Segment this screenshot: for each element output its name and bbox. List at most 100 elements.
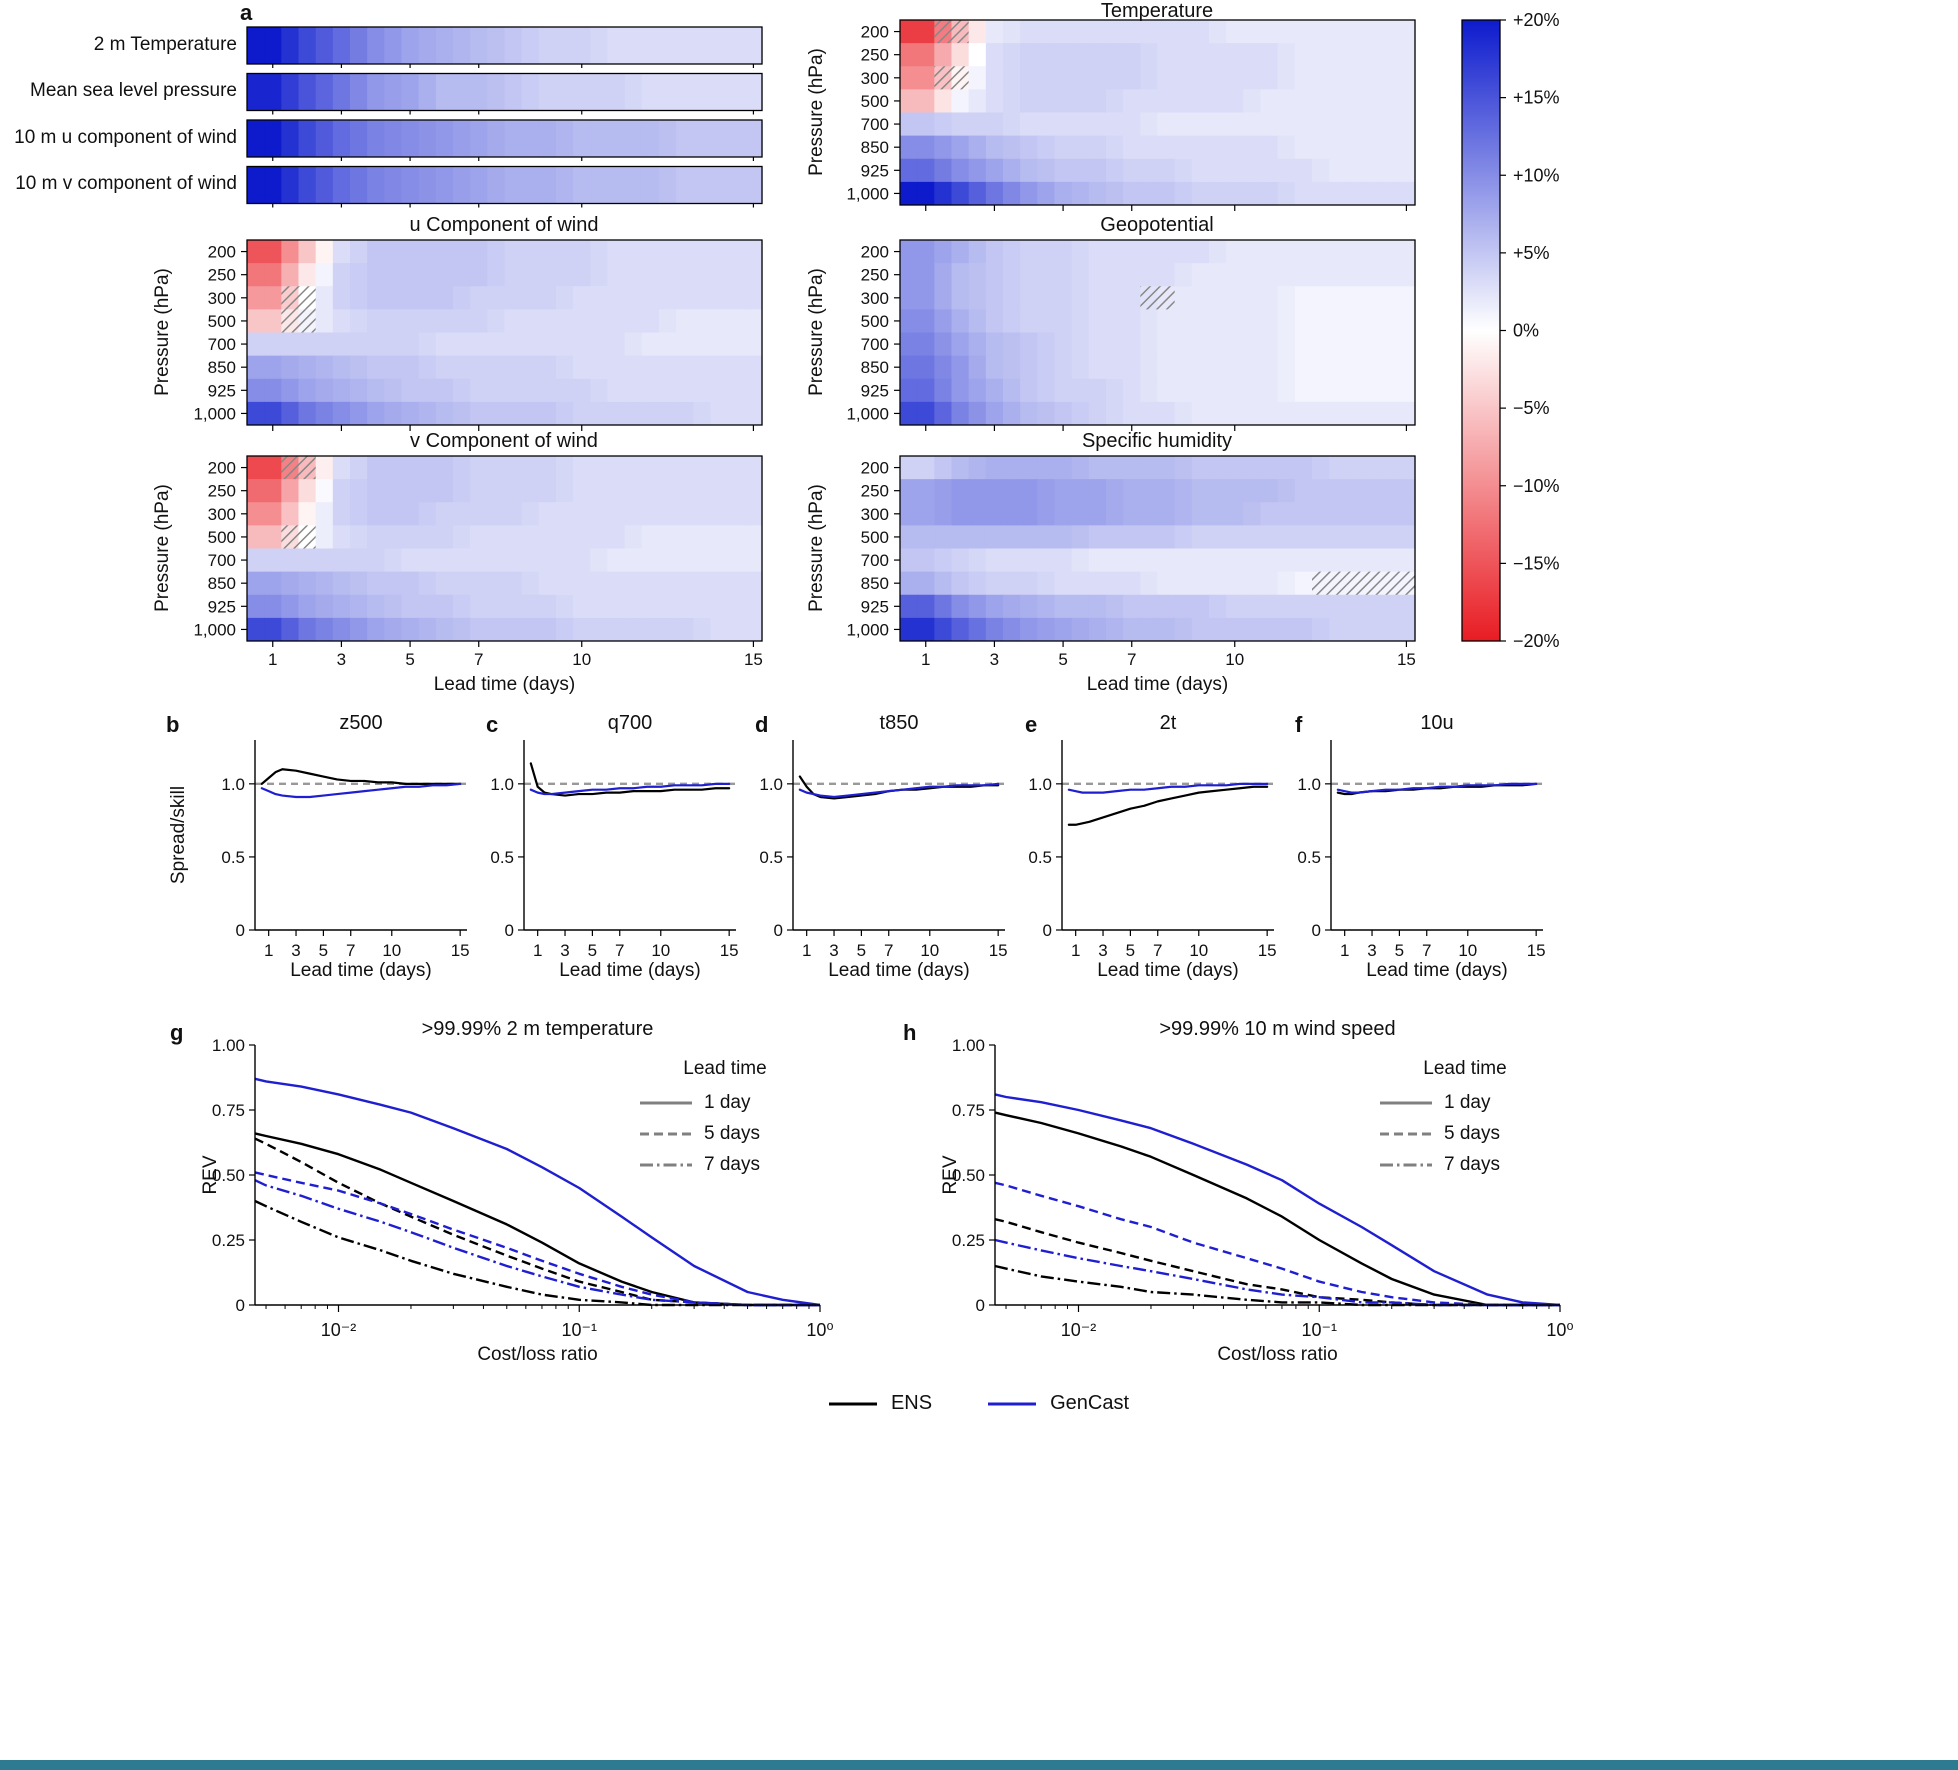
panel-label-a: a [240,0,253,25]
svg-text:5: 5 [857,941,866,960]
svg-text:850: 850 [861,574,889,593]
svg-text:−10%: −10% [1513,476,1560,496]
svg-text:925: 925 [861,161,889,180]
pressure-axis-label-v-wind: Pressure (hPa) [152,484,173,612]
panel-label-e: e [1025,712,1038,737]
svg-text:1: 1 [264,941,273,960]
panel-label-b: b [166,712,180,737]
svg-text:925: 925 [861,381,889,400]
panel-label-g: g [170,1020,184,1045]
legend-label-1day: 1 day [704,1092,751,1113]
model-legend: ENS GenCast [0,1392,1958,1415]
solid-line-swatch [1380,1101,1432,1105]
dashed-line-swatch [1380,1132,1432,1136]
svg-text:15: 15 [451,941,470,960]
svg-text:1: 1 [1071,941,1080,960]
svg-text:300: 300 [861,69,889,88]
svg-text:0: 0 [236,921,245,940]
svg-text:850: 850 [208,574,236,593]
heatmap-title-temperature: Temperature [1100,0,1214,22]
svg-text:+5%: +5% [1513,243,1550,263]
svg-text:7: 7 [884,941,893,960]
heatmap-title-v-wind: v Component of wind [410,430,598,452]
svg-text:300: 300 [208,289,236,308]
legend-label-ens: ENS [890,1392,933,1414]
plot-title-t850: t850 [879,712,919,734]
lead-time-label-z500: Lead time (days) [290,960,432,981]
svg-text:200: 200 [861,23,889,42]
svg-text:1: 1 [802,941,811,960]
legend-item-1day: 1 day [1380,1092,1550,1114]
svg-text:15: 15 [1258,941,1277,960]
dashdot-line-swatch [1380,1163,1432,1167]
svg-text:1: 1 [1340,941,1349,960]
svg-text:1.0: 1.0 [1028,775,1052,794]
strip-label-2m-temperature: 2 m Temperature [93,34,237,55]
heatmap-title-u-wind: u Component of wind [409,214,599,236]
svg-text:1: 1 [921,650,930,669]
svg-text:700: 700 [861,115,889,134]
lead-time-legend-h: Lead time 1 day 5 days 7 days [1380,1058,1550,1176]
legend-item-5days: 5 days [1380,1123,1550,1145]
lead-time-legend-g: Lead time 1 day 5 days 7 days [640,1058,810,1176]
svg-text:15: 15 [1397,650,1416,669]
cost-loss-label-g: Cost/loss ratio [477,1344,598,1365]
svg-text:3: 3 [560,941,569,960]
pressure-axis-label-humidity: Pressure (hPa) [806,484,827,612]
svg-text:250: 250 [208,482,236,501]
plot-title-q700: q700 [607,712,653,734]
lead-time-label-q700: Lead time (days) [559,960,701,981]
svg-text:0: 0 [505,921,514,940]
heatmap-title-humidity: Specific humidity [1081,430,1233,452]
svg-text:15: 15 [989,941,1008,960]
svg-text:5: 5 [1126,941,1135,960]
legend-item-7days: 7 days [1380,1154,1550,1176]
svg-text:1: 1 [268,650,277,669]
svg-text:500: 500 [208,528,236,547]
svg-text:250: 250 [861,266,889,285]
dashed-line-swatch [640,1132,692,1136]
svg-text:200: 200 [208,243,236,262]
pressure-axis-label-u-wind: Pressure (hPa) [152,268,173,396]
svg-text:10⁰: 10⁰ [806,1320,833,1340]
solid-line-swatch [640,1101,692,1105]
svg-text:0.50: 0.50 [952,1166,985,1185]
svg-text:−15%: −15% [1513,553,1560,573]
legend-label-1day: 1 day [1444,1092,1491,1113]
svg-text:10: 10 [1458,941,1477,960]
svg-text:0: 0 [236,1296,245,1315]
svg-text:1.0: 1.0 [759,775,783,794]
svg-text:0.5: 0.5 [1297,848,1321,867]
svg-text:5: 5 [1058,650,1067,669]
svg-text:925: 925 [208,381,236,400]
svg-text:3: 3 [990,650,999,669]
svg-text:700: 700 [208,335,236,354]
svg-text:250: 250 [208,266,236,285]
legend-label-gencast: GenCast [1050,1392,1130,1414]
svg-text:200: 200 [861,459,889,478]
legend-label-7days: 7 days [704,1154,760,1175]
heatmap-title-geopotential: Geopotential [1100,214,1214,236]
svg-text:0.5: 0.5 [759,848,783,867]
lead-time-label-t850: Lead time (days) [828,960,970,981]
cost-loss-label-h: Cost/loss ratio [1217,1344,1338,1365]
svg-text:7: 7 [1153,941,1162,960]
svg-text:0: 0 [1043,921,1052,940]
svg-text:300: 300 [861,505,889,524]
strip-label-10u: 10 m u component of wind [14,127,237,148]
svg-text:5: 5 [1395,941,1404,960]
svg-text:1.0: 1.0 [1297,775,1321,794]
svg-text:5: 5 [588,941,597,960]
svg-text:1.00: 1.00 [952,1036,985,1055]
svg-text:15: 15 [720,941,739,960]
strip-label-mslp: Mean sea level pressure [30,80,237,101]
svg-text:300: 300 [208,505,236,524]
legend-item-ens: ENS [828,1392,933,1415]
svg-text:+15%: +15% [1513,88,1560,108]
panel-label-h: h [903,1020,917,1045]
svg-text:7: 7 [346,941,355,960]
svg-text:−20%: −20% [1513,631,1560,651]
svg-text:10⁰: 10⁰ [1546,1320,1573,1340]
lead-time-label-left-column: Lead time (days) [433,674,576,695]
svg-text:0%: 0% [1513,321,1539,341]
